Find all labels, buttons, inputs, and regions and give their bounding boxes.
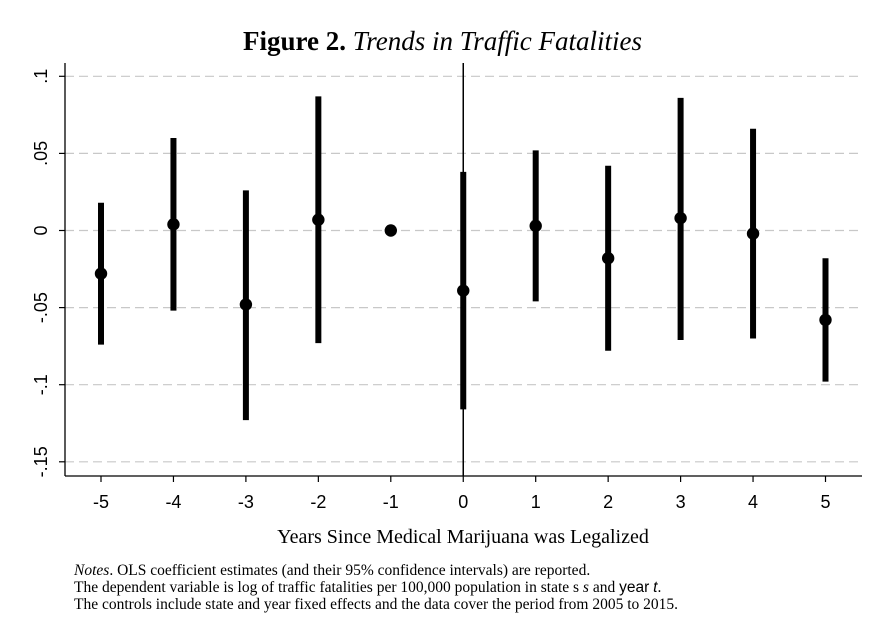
y-tick-label: -.15 [31, 446, 51, 477]
notes-line-1: Notes. OLS coefficient estimates (and th… [74, 562, 678, 579]
tick-labels: .1 .05 0 -.05 -.1 -.15 -5 -4 -3 -2 -1 0 1 2 3 4 5 [31, 69, 831, 512]
point-marker [746, 227, 760, 240]
y-tick-label: .1 [31, 69, 51, 84]
notes-label: Notes [74, 562, 110, 579]
notes: Notes. OLS coefficient estimates (and th… [74, 562, 678, 613]
point-marker [167, 218, 180, 231]
notes-line-2-a: The dependent variable is log of traffic… [74, 579, 583, 596]
notes-line-2-end: . [657, 579, 662, 596]
chart-svg: .1 .05 0 -.05 -.1 -.15 -5 -4 -3 -2 -1 0 1 2 3 4 5 Years … [31, 63, 862, 548]
point-marker [384, 224, 397, 237]
point-estimates [94, 211, 832, 327]
x-tick-label: -2 [310, 492, 326, 512]
x-tick-label: -3 [238, 492, 254, 512]
notes-year: year [619, 579, 650, 596]
x-tick-label: -1 [383, 492, 399, 512]
notes-line-3: The controls include state and year fixe… [74, 596, 679, 613]
title-bold: Figure 2. [242, 26, 346, 56]
point-marker [529, 219, 542, 233]
chart-title: Figure 2. Trends in Traffic Fatalities [0, 24, 885, 58]
x-tick-label: 0 [458, 492, 468, 512]
x-tick-label: -4 [165, 492, 181, 512]
point-marker [457, 284, 470, 297]
notes-var-t: t [653, 579, 658, 596]
point-marker [601, 252, 615, 265]
x-axis-label: Years Since Medical Marijuana was Legali… [277, 526, 649, 548]
point-marker [674, 211, 687, 225]
x-tick-label: -5 [93, 492, 109, 512]
x-tick-label: 5 [820, 492, 830, 512]
point-marker [312, 213, 325, 226]
notes-line-1-text: . OLS coefficient estimates (and their 9… [109, 562, 591, 579]
point-marker [94, 267, 108, 280]
y-tick-label: -.1 [31, 374, 51, 395]
y-tick-label: -.05 [31, 292, 51, 323]
title-italic: Trends in Traffic Fatalities [352, 26, 643, 56]
x-tick-label: 2 [603, 492, 613, 512]
x-tick-label: 1 [531, 492, 541, 512]
y-tick-label: .05 [31, 141, 51, 166]
point-marker [819, 313, 832, 327]
y-tick-label: 0 [31, 225, 51, 235]
notes-var-s: s [582, 579, 589, 596]
notes-line-2-b: and [588, 579, 620, 596]
x-tick-label: 3 [676, 492, 686, 512]
point-marker [239, 298, 253, 311]
notes-line-2: The dependent variable is log of traffic… [74, 579, 678, 596]
x-tick-label: 4 [748, 492, 758, 512]
